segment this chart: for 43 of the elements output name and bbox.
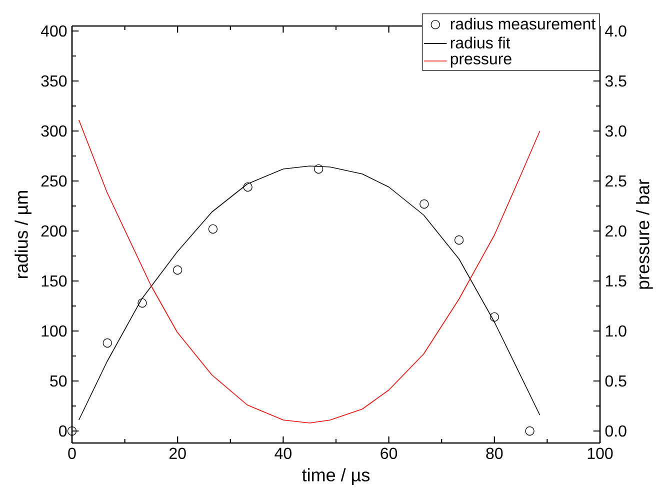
y-tick-label: 350 xyxy=(41,75,67,87)
line-series xyxy=(78,120,540,424)
y-tick-label: 50 xyxy=(50,375,67,387)
y2-tick-label: 0.0 xyxy=(605,425,626,437)
point xyxy=(454,235,464,245)
legend-label: radius fit xyxy=(450,36,510,48)
y-tick-label: 150 xyxy=(42,275,67,287)
y2-tick-label: 3.5 xyxy=(605,75,626,87)
point xyxy=(173,265,182,275)
point xyxy=(314,164,324,174)
point xyxy=(420,199,429,209)
y-tick-label: 0 xyxy=(59,425,67,437)
point xyxy=(138,298,147,308)
point xyxy=(490,312,500,322)
x-tick-label: 60 xyxy=(380,448,398,460)
y2-tick-label: 0.5 xyxy=(605,375,626,387)
y2-tick-label: 1.0 xyxy=(606,325,626,337)
line-series xyxy=(78,166,540,420)
y-axis-title: radius / µm xyxy=(14,191,32,278)
legend-label: pressure xyxy=(450,56,512,68)
point xyxy=(243,182,252,192)
y-tick-label: 400 xyxy=(40,25,67,37)
x-tick-label: 40 xyxy=(274,448,292,460)
x-tick-label: 20 xyxy=(170,448,186,460)
x-tick-label: 80 xyxy=(486,448,503,460)
x-axis-title: time / µs xyxy=(302,468,370,485)
y2-tick-label: 2.0 xyxy=(606,225,626,237)
legend-label: radius measurement xyxy=(450,18,596,30)
point xyxy=(208,224,218,234)
y2-axis-title: pressure / bar xyxy=(636,179,653,289)
x-tick-label: 0 xyxy=(68,448,76,460)
y2-tick-label: 2.5 xyxy=(606,175,626,187)
x-tick-label: 100 xyxy=(588,448,613,460)
point xyxy=(67,426,77,436)
y-tick-label: 250 xyxy=(41,175,67,187)
point xyxy=(525,426,534,436)
y2-tick-label: 1.5 xyxy=(606,275,626,287)
point xyxy=(102,338,112,348)
y-tick-label: 300 xyxy=(41,125,67,137)
y-tick-label: 200 xyxy=(41,225,67,237)
y2-tick-label: 3.0 xyxy=(605,125,626,137)
y-tick-label: 100 xyxy=(42,325,67,337)
y2-tick-label: 4.0 xyxy=(605,25,626,37)
